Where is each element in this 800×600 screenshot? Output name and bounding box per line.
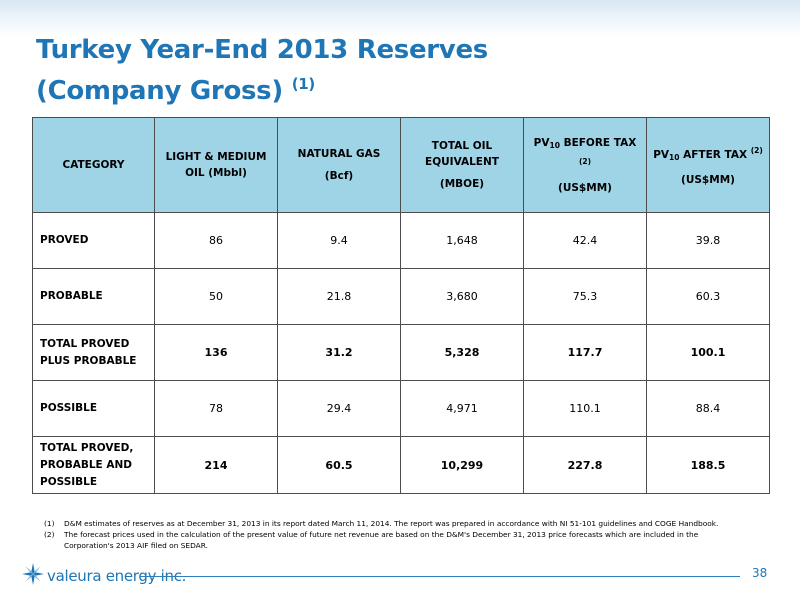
header-pv-before-tax: PV10 BEFORE TAX (2) (US$MM) [523, 117, 647, 213]
row-category-label-line1: TOTAL PROVED, [40, 441, 134, 454]
cell-boe: 4,971 [400, 380, 524, 437]
cell-oil: 136 [154, 324, 278, 381]
footer-divider [140, 576, 740, 577]
table-row-total-proved-probable-possible: TOTAL PROVED, PROBABLE AND POSSIBLE 214 … [32, 436, 770, 494]
header-boe-line2: EQUIVALENT [425, 156, 499, 168]
slide-title-line2: (Company Gross) (1) [36, 67, 736, 108]
row-category-label: POSSIBLE [40, 402, 98, 414]
header-gas-line1: NATURAL GAS [297, 148, 381, 160]
cell-oil: 86 [154, 212, 278, 269]
header-oil: LIGHT & MEDIUM OIL (Mbbl) [154, 117, 278, 213]
cell-pv-before: 227.8 [523, 436, 647, 494]
cell-boe: 5,328 [400, 324, 524, 381]
cell-pv-after: 188.5 [646, 436, 770, 494]
header-pv-after-units: (US$MM) [681, 173, 735, 186]
cell-pv-before: 110.1 [523, 380, 647, 437]
cell-pv-before: 75.3 [523, 268, 647, 325]
pv-after-subscript: 10 [669, 152, 680, 162]
footnote-marker: (2) [44, 530, 55, 539]
valeura-star-logo-icon [22, 563, 44, 589]
pv-before-subscript: 10 [549, 140, 560, 150]
cell-pv-after: 100.1 [646, 324, 770, 381]
title-footnote-ref: (1) [291, 75, 316, 93]
header-boe-line1: TOTAL OIL [431, 140, 493, 152]
pv-before-footnote-ref: (2) [578, 156, 592, 166]
logo-text: valeura energy inc. [47, 567, 187, 585]
row-category: PROBABLE [32, 268, 155, 325]
header-boe-line3: (MBOE) [439, 178, 485, 190]
row-category-label: PROVED [40, 234, 89, 246]
header-category: CATEGORY [32, 117, 155, 213]
cell-boe: 3,680 [400, 268, 524, 325]
cell-pv-before: 42.4 [523, 212, 647, 269]
table-row-possible: POSSIBLE 78 29.4 4,971 110.1 88.4 [32, 380, 770, 437]
cell-gas: 9.4 [277, 212, 401, 269]
row-category-label: PROBABLE [40, 290, 103, 302]
table-row-total-proved-probable: TOTAL PROVED PLUS PROBABLE 136 31.2 5,32… [32, 324, 770, 381]
pv-before-prefix: PV [533, 136, 550, 149]
cell-pv-after: 88.4 [646, 380, 770, 437]
cell-oil: 78 [154, 380, 278, 437]
cell-gas: 21.8 [277, 268, 401, 325]
cell-boe: 1,648 [400, 212, 524, 269]
table-row-probable: PROBABLE 50 21.8 3,680 75.3 60.3 [32, 268, 770, 325]
cell-pv-after: 60.3 [646, 268, 770, 325]
footnote-marker: (1) [44, 519, 55, 528]
cell-gas: 29.4 [277, 380, 401, 437]
slide-title-line2-text: (Company Gross) [36, 76, 283, 106]
cell-boe: 10,299 [400, 436, 524, 494]
cell-pv-before: 117.7 [523, 324, 647, 381]
header-pv-before-line1: PV10 BEFORE TAX (2) [528, 135, 642, 174]
footnotes: (1) D&M estimates of reserves as at Dece… [44, 518, 744, 551]
cell-pv-after: 39.8 [646, 212, 770, 269]
table-header-row: CATEGORY LIGHT & MEDIUM OIL (Mbbl) NATUR… [32, 117, 770, 213]
row-category-label-line3: POSSIBLE [40, 475, 98, 488]
cell-oil: 214 [154, 436, 278, 494]
pv-after-prefix: PV [653, 148, 670, 161]
row-category: TOTAL PROVED PLUS PROBABLE [32, 324, 155, 381]
company-logo: valeura energy inc. [22, 563, 186, 589]
header-gas-line2: (Bcf) [324, 170, 354, 182]
row-category-label-line2: PLUS PROBABLE [40, 354, 137, 367]
header-category-label: CATEGORY [62, 159, 125, 171]
footnote-1: (1) D&M estimates of reserves as at Dece… [44, 518, 744, 529]
table-row-proved: PROVED 86 9.4 1,648 42.4 39.8 [32, 212, 770, 269]
header-gradient-band [0, 0, 800, 36]
pv-after-footnote-ref: (2) [750, 145, 763, 155]
footnote-text: D&M estimates of reserves as at December… [64, 519, 719, 528]
cell-gas: 60.5 [277, 436, 401, 494]
footnote-2: (2) The forecast prices used in the calc… [44, 529, 744, 551]
header-boe: TOTAL OIL EQUIVALENT (MBOE) [400, 117, 524, 213]
reserves-table: CATEGORY LIGHT & MEDIUM OIL (Mbbl) NATUR… [32, 117, 770, 494]
page-number: 38 [752, 566, 768, 580]
row-category: POSSIBLE [32, 380, 155, 437]
header-oil-line1: LIGHT & MEDIUM [165, 151, 267, 163]
pv-after-suffix: AFTER TAX [679, 148, 751, 161]
footnote-text: The forecast prices used in the calculat… [64, 530, 699, 550]
row-category: PROVED [32, 212, 155, 269]
row-category-label-line2: PROBABLE AND [40, 458, 132, 471]
header-oil-line2: OIL (Mbbl) [185, 167, 247, 179]
header-pv-after-line1: PV10 AFTER TAX (2) [651, 143, 765, 166]
row-category: TOTAL PROVED, PROBABLE AND POSSIBLE [32, 436, 155, 494]
cell-gas: 31.2 [277, 324, 401, 381]
slide-title-line1: Turkey Year-End 2013 Reserves [36, 35, 488, 65]
header-gas: NATURAL GAS (Bcf) [277, 117, 401, 213]
cell-oil: 50 [154, 268, 278, 325]
header-pv-before-units: (US$MM) [558, 181, 612, 194]
row-category-label-line1: TOTAL PROVED [40, 337, 130, 350]
pv-before-suffix: BEFORE TAX [559, 136, 637, 149]
header-pv-after-tax: PV10 AFTER TAX (2) (US$MM) [646, 117, 770, 213]
slide-title: Turkey Year-End 2013 Reserves (Company G… [36, 33, 736, 108]
